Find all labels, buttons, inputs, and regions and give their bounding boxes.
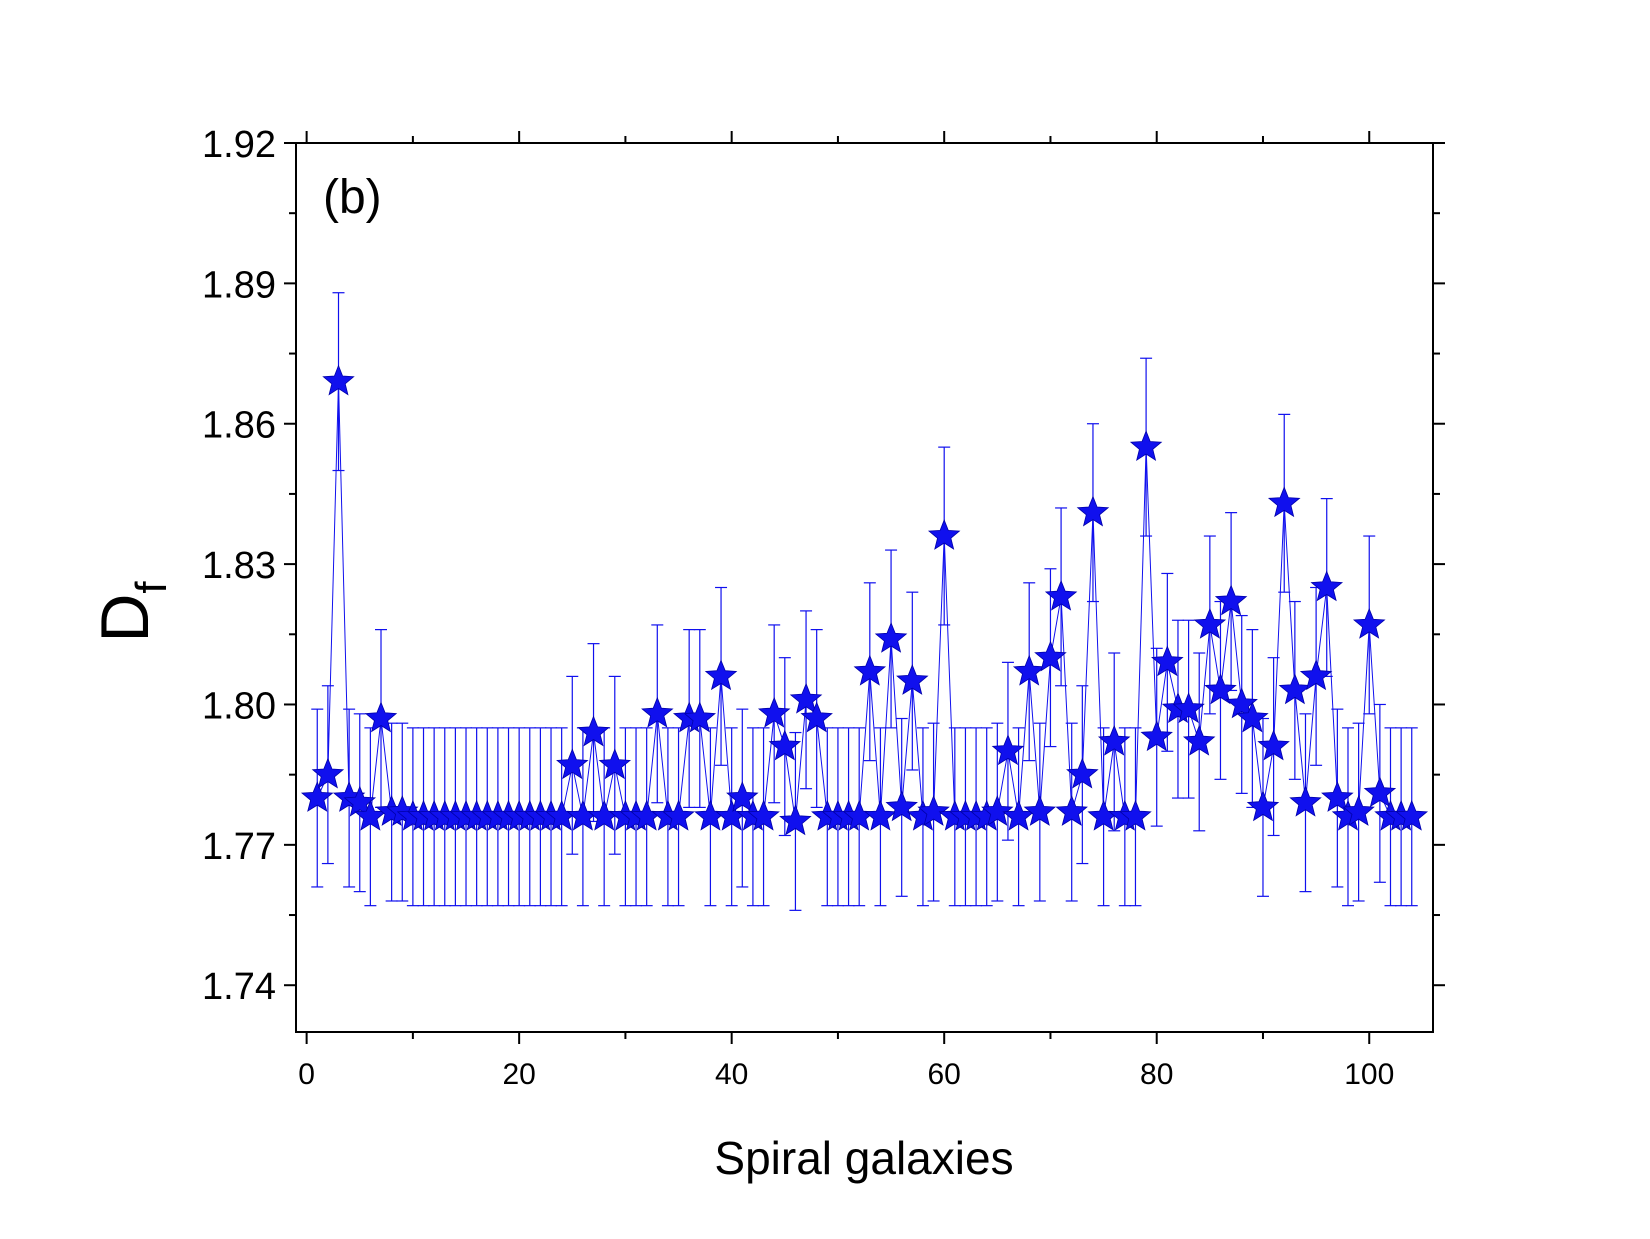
data-point-star bbox=[1299, 659, 1333, 691]
data-point-star bbox=[1257, 729, 1290, 761]
x-tick-label: 0 bbox=[298, 1058, 315, 1091]
data-point-star bbox=[800, 701, 833, 733]
data-point-star bbox=[1321, 781, 1354, 812]
data-point-star bbox=[747, 799, 780, 831]
data-point-star bbox=[311, 757, 345, 789]
x-axis-label: Spiral galaxies bbox=[714, 1132, 1013, 1184]
data-point-star bbox=[768, 729, 802, 761]
y-axis-label-sub: f bbox=[127, 581, 176, 594]
data-point-star bbox=[1034, 640, 1067, 672]
data-point-star bbox=[853, 654, 887, 686]
data-point-star bbox=[1214, 584, 1248, 616]
data-point-star bbox=[1119, 799, 1152, 831]
data-point-star bbox=[991, 734, 1025, 766]
data-point-star bbox=[1278, 673, 1312, 705]
data-point-star bbox=[1363, 776, 1397, 808]
x-tick-label: 80 bbox=[1140, 1058, 1173, 1091]
data-point-star bbox=[885, 790, 918, 822]
y-tick-label: 1.80 bbox=[202, 685, 276, 727]
data-point-star bbox=[1044, 579, 1078, 611]
plot-frame bbox=[295, 142, 1434, 1033]
data-point-star bbox=[683, 701, 717, 733]
data-point-star bbox=[322, 364, 355, 396]
x-axis-ticks: 0 20 40 60 80 100 bbox=[298, 131, 1394, 1091]
data-point-star bbox=[864, 799, 897, 831]
data-point-star bbox=[1097, 724, 1131, 756]
data-point-star bbox=[927, 518, 961, 550]
data-point-star bbox=[757, 696, 791, 728]
data-point-star bbox=[1023, 795, 1057, 826]
data-point-star bbox=[641, 696, 674, 728]
data-point-star bbox=[1236, 701, 1269, 733]
data-point-star bbox=[1066, 757, 1099, 789]
data-point-star bbox=[343, 785, 377, 817]
data-point-star bbox=[1225, 687, 1258, 719]
y-axis-label: Df bbox=[87, 581, 176, 643]
data-point-star bbox=[1267, 486, 1301, 518]
svg-text:Df: Df bbox=[87, 581, 176, 643]
data-point-star bbox=[726, 781, 759, 812]
data-point-star bbox=[1076, 495, 1110, 527]
data-point-star bbox=[981, 795, 1014, 826]
y-tick-label: 1.83 bbox=[202, 545, 276, 587]
data-point-star bbox=[598, 748, 632, 780]
data-point-star bbox=[917, 795, 950, 826]
data-point-star bbox=[1395, 799, 1429, 831]
y-tick-label: 1.92 bbox=[202, 124, 276, 166]
data-point-star bbox=[779, 804, 812, 836]
data-point-star bbox=[1151, 645, 1184, 677]
data-point-star bbox=[704, 659, 738, 691]
data-point-star bbox=[364, 701, 398, 733]
data-point-star bbox=[1246, 790, 1280, 822]
data-point-star bbox=[1289, 785, 1322, 817]
y-tick-label: 1.74 bbox=[202, 966, 276, 1008]
data-point-star bbox=[1352, 607, 1386, 639]
data-point-star bbox=[1055, 795, 1088, 826]
data-point-star bbox=[1129, 430, 1163, 461]
data-point-star bbox=[1310, 570, 1344, 602]
data-point-star bbox=[896, 664, 929, 695]
data-point-star bbox=[1204, 673, 1237, 705]
data-point-star bbox=[556, 748, 589, 780]
data-points-layer bbox=[300, 364, 1429, 836]
data-point-star bbox=[1193, 607, 1227, 639]
y-tick-label: 1.89 bbox=[202, 264, 276, 306]
data-point-star bbox=[874, 621, 908, 653]
data-point-star bbox=[1012, 654, 1046, 686]
x-tick-label: 20 bbox=[502, 1058, 535, 1091]
data-point-star bbox=[577, 715, 610, 747]
series-line bbox=[316, 381, 1412, 822]
data-point-star bbox=[662, 799, 695, 831]
data-point-star bbox=[300, 781, 334, 812]
data-point-star bbox=[1182, 724, 1216, 756]
y-tick-label: 1.77 bbox=[202, 826, 276, 868]
data-point-star bbox=[1172, 692, 1205, 723]
y-tick-label: 1.86 bbox=[202, 405, 276, 447]
y-axis-ticks: 1.74 1.77 1.80 1.83 1.86 1.89 1.92 bbox=[202, 124, 1445, 1008]
y-axis-label-main: D bbox=[87, 594, 163, 643]
x-tick-label: 100 bbox=[1344, 1058, 1394, 1091]
x-tick-label: 40 bbox=[715, 1058, 748, 1091]
panel-label: (b) bbox=[323, 171, 382, 224]
data-point-star bbox=[789, 682, 823, 714]
data-point-star bbox=[1140, 720, 1173, 752]
x-tick-label: 60 bbox=[928, 1058, 961, 1091]
